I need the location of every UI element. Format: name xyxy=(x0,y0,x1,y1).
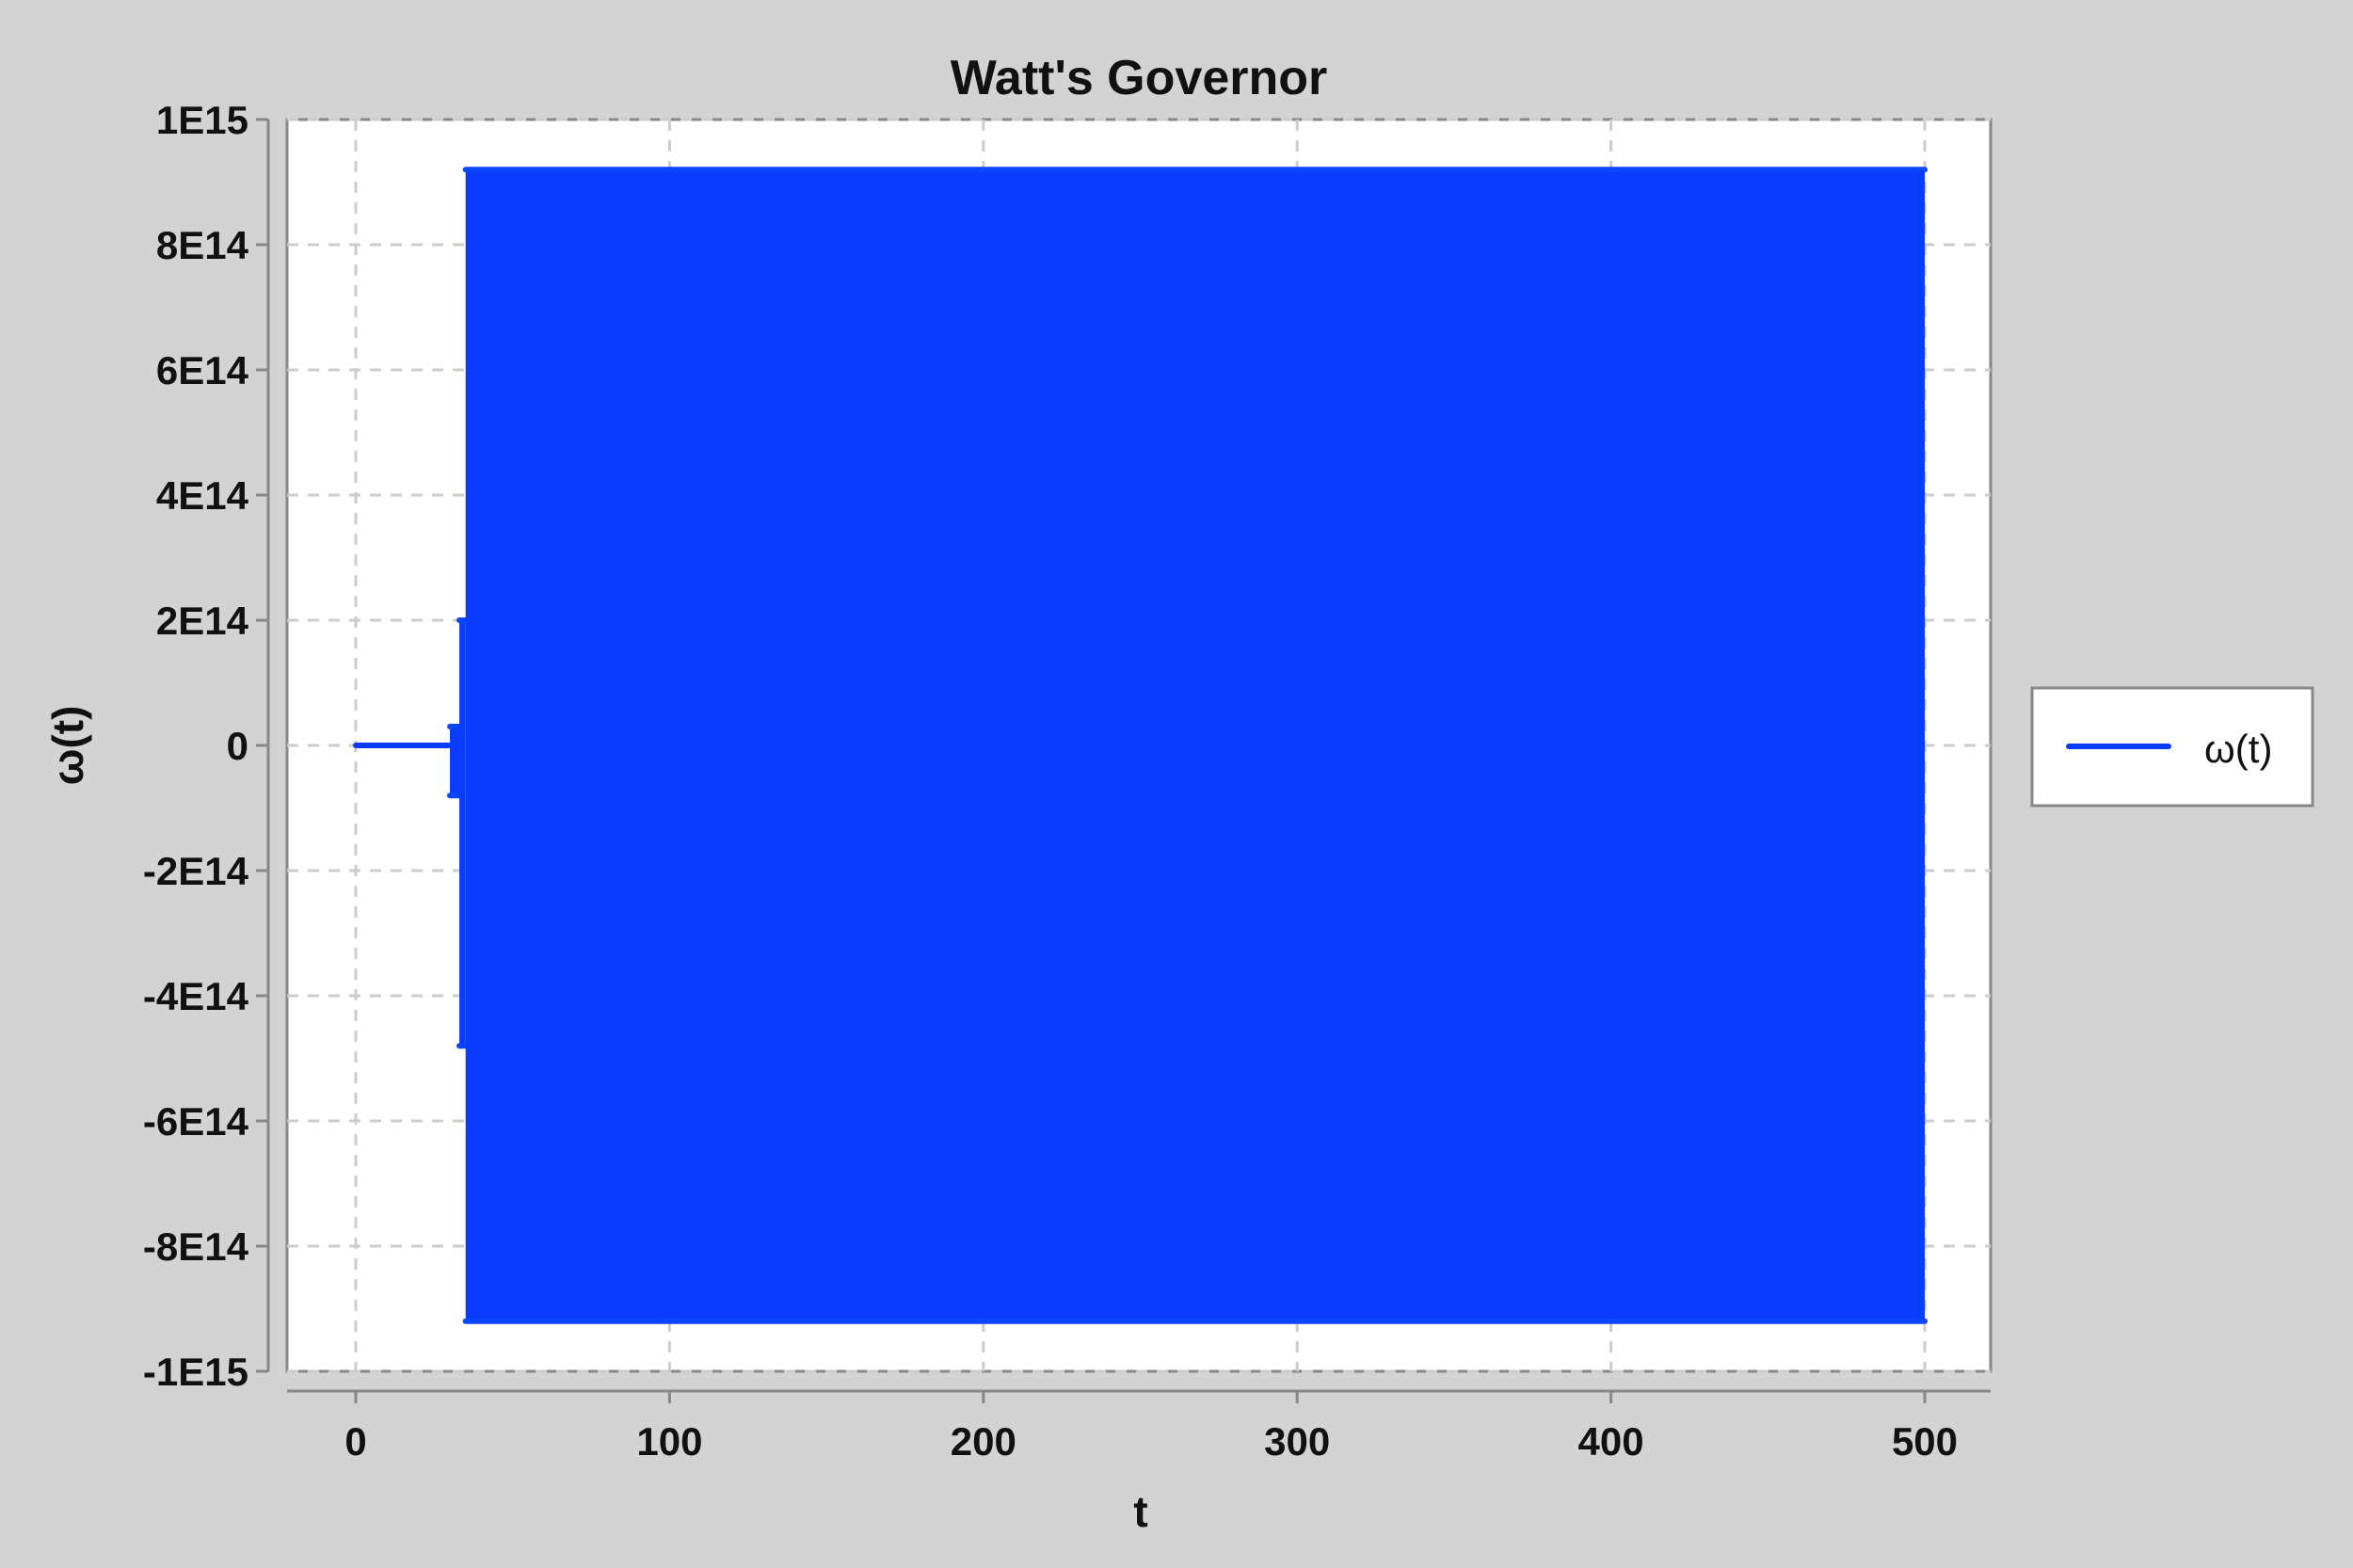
y-ticks: 1E15 8E14 6E14 4E14 2E14 0 -2E14 -4E14 -6E14 -8E1… xyxy=(143,98,268,1394)
chart-title: Watt's Governor xyxy=(951,51,1328,105)
y-tick-label: 2E14 xyxy=(156,599,249,643)
x-tick-label: 300 xyxy=(1264,1419,1330,1464)
y-axis-label: ω(t) xyxy=(43,706,92,786)
series-envelope xyxy=(465,169,1926,1321)
series-envelope xyxy=(450,727,460,796)
legend: ω(t) xyxy=(2030,686,2314,808)
y-tick-label: -4E14 xyxy=(143,974,249,1018)
y-tick-label: -6E14 xyxy=(143,1099,249,1144)
x-axis-label: t xyxy=(1133,1487,1147,1536)
legend-label: ω(t) xyxy=(2204,727,2272,771)
x-tick-label: 0 xyxy=(344,1419,366,1464)
y-tick-label: 1E15 xyxy=(156,98,248,142)
series-envelope xyxy=(459,620,466,1047)
x-tick-label: 200 xyxy=(951,1419,1016,1464)
y-tick-label: 8E14 xyxy=(156,223,249,267)
y-tick-label: -8E14 xyxy=(143,1224,249,1269)
x-ticks: 0 100 200 300 400 500 xyxy=(344,1391,1958,1464)
y-tick-label: 4E14 xyxy=(156,473,249,518)
y-tick-label: 6E14 xyxy=(156,348,249,392)
y-tick-label: -2E14 xyxy=(143,849,249,893)
y-tick-label: 0 xyxy=(227,724,248,768)
x-tick-label: 400 xyxy=(1578,1419,1644,1464)
series-omega xyxy=(353,167,1928,1324)
x-tick-label: 100 xyxy=(636,1419,702,1464)
y-tick-label: -1E15 xyxy=(143,1350,248,1394)
x-tick-label: 500 xyxy=(1892,1419,1958,1464)
